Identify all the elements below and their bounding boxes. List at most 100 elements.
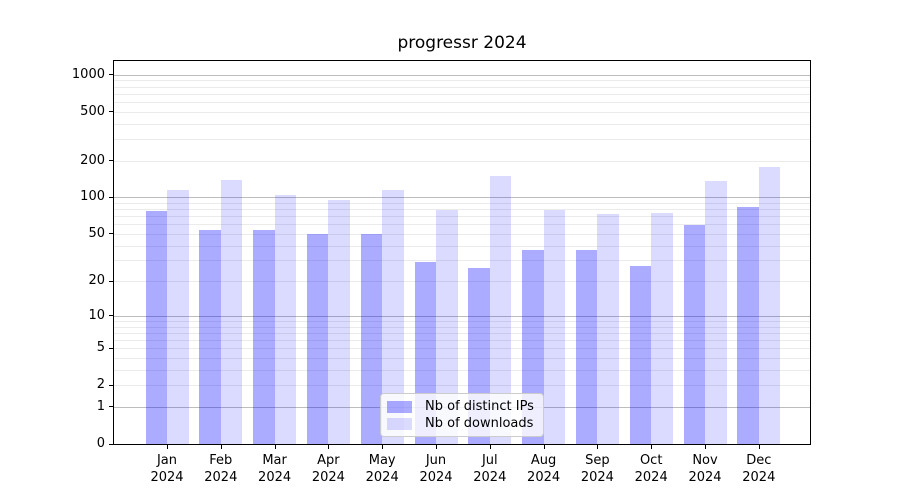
bar-downloads-feb <box>220 179 243 444</box>
gridline-minor-70 <box>114 216 810 218</box>
x-tick-aug <box>543 445 545 449</box>
x-tick-month-mar: Mar <box>262 453 287 468</box>
gridline-minor-7 <box>114 332 810 334</box>
x-tick-label-feb: Feb 2024 <box>189 452 253 486</box>
x-tick-label-apr: Apr 2024 <box>296 452 360 486</box>
bar-downloads-jan <box>167 189 189 444</box>
x-tick-year-jan: 2024 <box>150 470 184 485</box>
x-tick-nov <box>705 445 706 449</box>
x-tick-label-nov: Nov 2024 <box>673 452 737 486</box>
gridline-minor-300 <box>114 138 810 140</box>
x-tick-year-nov: 2024 <box>688 470 722 485</box>
gridline-minor-700 <box>114 93 810 95</box>
y-tick-label-0: 0 <box>96 436 105 451</box>
legend: Nb of distinct IPs Nb of downloads <box>380 393 544 437</box>
gridline-minor-9 <box>114 320 810 322</box>
y-tick-label-2: 2 <box>96 377 105 393</box>
bar-downloads-jul <box>489 175 512 444</box>
gridline-minor-800 <box>114 86 810 88</box>
y-tick-50 <box>109 233 113 235</box>
gridline-minor-900 <box>114 80 810 82</box>
x-tick-year-mar: 2024 <box>258 470 292 485</box>
y-tick-label-1: 1 <box>96 398 105 414</box>
y-tick-100 <box>109 196 113 198</box>
y-tick-1 <box>109 406 113 408</box>
x-tick-year-may: 2024 <box>365 470 399 485</box>
x-tick-label-mar: Mar 2024 <box>243 452 307 486</box>
gridline-minor-20 <box>114 281 810 283</box>
legend-label-distinct-ips: Nb of distinct IPs <box>425 399 534 414</box>
x-tick-jun <box>436 445 437 449</box>
gridline-minor-60 <box>114 224 810 226</box>
y-tick-label-1000: 1000 <box>71 66 105 82</box>
gridline-minor-3 <box>114 369 810 371</box>
legend-item-downloads: Nb of downloads <box>387 415 534 432</box>
gridline-minor-8 <box>114 326 810 328</box>
x-tick-mar <box>274 445 276 449</box>
legend-swatch-distinct-ips <box>387 400 412 413</box>
y-tick-500 <box>109 111 113 113</box>
x-tick-label-jul: Jul 2024 <box>458 452 522 486</box>
y-tick-5 <box>109 347 113 349</box>
y-tick-20 <box>109 280 113 282</box>
legend-swatch-downloads <box>387 417 412 430</box>
gridline-major-10 <box>114 315 810 317</box>
x-tick-year-jul: 2024 <box>473 470 507 485</box>
x-tick-may <box>382 445 384 449</box>
y-tick-label-50: 50 <box>88 225 105 241</box>
x-tick-jan <box>167 445 168 449</box>
gridline-minor-4 <box>114 358 810 359</box>
gridline-minor-5 <box>114 348 810 350</box>
y-tick-2 <box>109 384 113 386</box>
x-tick-dec <box>758 445 760 449</box>
x-tick-year-sep: 2024 <box>580 470 614 485</box>
bar-downloads-mar <box>274 195 297 444</box>
bar-downloads-apr <box>328 200 350 444</box>
y-tick-200 <box>109 160 113 161</box>
x-tick-year-dec: 2024 <box>742 470 776 485</box>
bar-downloads-oct <box>651 212 673 444</box>
x-tick-jul <box>489 445 491 449</box>
legend-item-distinct-ips: Nb of distinct IPs <box>387 398 534 415</box>
x-tick-year-oct: 2024 <box>634 470 668 485</box>
x-tick-label-may: May 2024 <box>350 452 414 486</box>
x-tick-year-apr: 2024 <box>311 470 345 485</box>
y-tick-label-20: 20 <box>88 273 105 289</box>
x-tick-oct <box>651 445 653 449</box>
bar-downloads-jun <box>436 210 458 444</box>
bar-distinct-ips-jan <box>145 211 167 444</box>
gridline-minor-2 <box>114 385 810 387</box>
x-tick-month-jul: Jul <box>481 453 498 468</box>
x-tick-feb <box>220 445 222 449</box>
y-tick-1000 <box>109 74 113 76</box>
chart-title: progressr 2024 <box>397 33 527 53</box>
x-tick-month-aug: Aug <box>530 453 557 468</box>
bar-downloads-may <box>382 189 404 444</box>
x-tick-label-oct: Oct 2024 <box>619 452 683 486</box>
x-tick-month-may: May <box>368 453 396 468</box>
y-tick-label-5: 5 <box>96 340 105 356</box>
bar-distinct-ips-oct <box>629 265 652 444</box>
x-tick-label-aug: Aug 2024 <box>512 452 576 486</box>
x-tick-month-jan: Jan <box>156 453 178 468</box>
y-tick-label-100: 100 <box>80 189 105 205</box>
gridline-major-100 <box>114 197 810 199</box>
x-tick-month-sep: Sep <box>585 453 610 468</box>
x-tick-label-jan: Jan 2024 <box>135 452 199 486</box>
gridline-minor-6 <box>114 340 810 341</box>
x-tick-label-jun: Jun 2024 <box>404 452 468 486</box>
x-tick-month-apr: Apr <box>317 453 340 468</box>
gridline-minor-50 <box>114 233 810 235</box>
y-tick-label-500: 500 <box>80 103 105 119</box>
x-tick-year-feb: 2024 <box>204 470 238 485</box>
x-tick-month-oct: Oct <box>639 453 663 468</box>
bar-downloads-nov <box>705 181 727 444</box>
y-tick-10 <box>109 315 113 317</box>
gridline-minor-500 <box>114 111 810 113</box>
bar-distinct-ips-may <box>360 233 383 444</box>
bar-downloads-dec <box>758 166 781 444</box>
x-tick-sep <box>597 445 599 449</box>
gridline-minor-200 <box>114 160 810 162</box>
plot-area: Nb of distinct IPs Nb of downloads <box>113 60 811 445</box>
